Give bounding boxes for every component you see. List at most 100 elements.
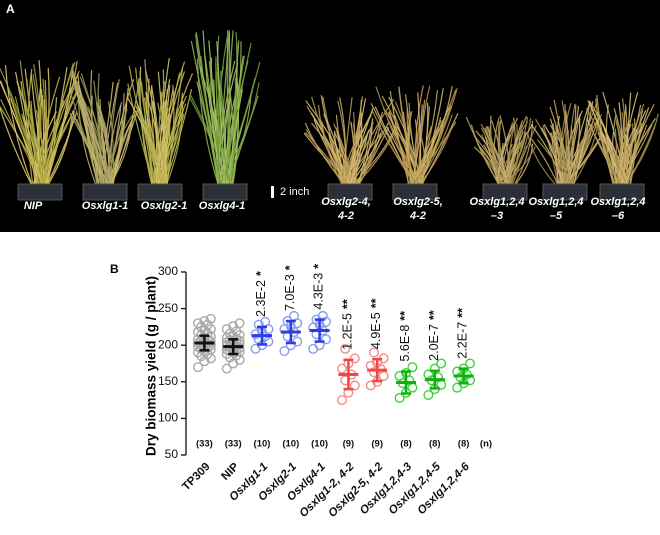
plants — [0, 30, 659, 201]
leaf — [163, 102, 176, 189]
p-value-text: 1.2E-5 — [341, 313, 355, 350]
leaf — [509, 122, 523, 189]
leaf — [229, 78, 237, 189]
leaf — [508, 120, 524, 189]
significance-stars: ** — [398, 311, 412, 321]
leaf — [497, 123, 515, 189]
plant-label: NIP — [24, 200, 43, 212]
leaf — [190, 40, 221, 189]
pot — [137, 183, 183, 201]
data-point — [337, 395, 348, 406]
scale-bar — [271, 186, 274, 198]
plant-label: Osxlg2-4, — [321, 196, 371, 208]
leaf — [145, 91, 154, 189]
pot — [599, 183, 645, 201]
panel-label: B — [110, 262, 119, 276]
leaf — [71, 110, 112, 189]
leaf — [507, 123, 516, 189]
leaf — [202, 30, 224, 189]
leaf — [15, 71, 37, 189]
p-value: 4.9E-5 ** — [369, 298, 383, 349]
leaf — [501, 131, 524, 189]
leaf — [353, 124, 382, 189]
data-point — [337, 363, 348, 374]
p-value-text: 5.6E-8 — [398, 325, 412, 362]
data-point — [423, 389, 434, 400]
p-value: 1.2E-5 ** — [341, 299, 355, 350]
data-point — [199, 316, 210, 327]
leaf — [629, 118, 636, 189]
leaf — [352, 133, 382, 189]
leaf — [560, 129, 569, 189]
n-label: (10) — [254, 439, 271, 450]
data-point — [221, 324, 232, 335]
leaf — [45, 117, 73, 189]
plant-label: –3 — [491, 210, 503, 222]
leaf — [339, 97, 347, 189]
leaf — [84, 102, 102, 189]
leaf — [419, 112, 459, 189]
pot — [542, 183, 588, 201]
p-value-text: 7.0E-3 — [283, 274, 297, 311]
leaf — [419, 85, 431, 189]
data-point — [192, 318, 203, 329]
scale-label: 2 inch — [280, 186, 309, 198]
n-label: (9) — [371, 439, 383, 450]
p-value: 7.0E-3 * — [283, 265, 297, 311]
significance-stars: ** — [369, 298, 383, 308]
p-value-text: 2.2E-7 — [456, 322, 470, 359]
leaf — [93, 80, 104, 189]
leaf — [228, 41, 232, 189]
leaf — [158, 113, 185, 189]
plant-label: Osxlg1,2,4 — [528, 196, 583, 208]
n-label: (10) — [311, 439, 328, 450]
x-tick-label: NIP — [219, 461, 241, 483]
leaf — [77, 73, 106, 189]
leaf — [71, 74, 99, 189]
n-label: (8) — [458, 439, 470, 450]
data-point — [349, 380, 360, 391]
significance-stars: * — [254, 271, 268, 276]
leaf — [164, 100, 184, 189]
data-point — [228, 321, 239, 332]
y-axis-label: Dry biomass yield (g / plant) — [144, 276, 159, 456]
p-value-text: 2.3E-2 — [254, 280, 268, 317]
leaf — [0, 106, 34, 189]
leaf — [83, 103, 114, 189]
p-value-text: 4.3E-3 — [312, 273, 326, 310]
leaf — [622, 113, 659, 189]
p-value: 5.6E-8 ** — [398, 311, 412, 362]
data-point — [205, 313, 216, 324]
leaf — [417, 86, 453, 189]
data-point — [221, 363, 232, 374]
p-value: 2.2E-7 ** — [456, 308, 470, 359]
leaf — [408, 111, 412, 189]
data-point — [340, 343, 351, 354]
plant-label: Osxlg1,2,4 — [590, 196, 645, 208]
plant-label: Osxlg1-1 — [82, 200, 128, 212]
leaf — [111, 120, 133, 189]
leaf — [24, 101, 45, 189]
leaf — [595, 98, 617, 189]
pot — [202, 183, 248, 201]
leaf — [215, 56, 233, 189]
leaf — [485, 126, 502, 189]
pot — [482, 183, 528, 201]
data-point — [349, 353, 360, 364]
leaf — [134, 110, 163, 189]
data-point — [263, 336, 274, 347]
data-point — [289, 310, 300, 321]
leaf — [589, 126, 622, 189]
x-tick-label: Osxlg1,2,4-6 — [415, 460, 472, 517]
significance-stars: * — [312, 264, 326, 269]
data-point — [321, 334, 332, 345]
leaf — [488, 126, 503, 189]
leaf — [217, 37, 228, 189]
leaf — [0, 79, 45, 189]
leaf — [4, 64, 34, 189]
data-point — [321, 316, 332, 327]
n-label: (9) — [343, 439, 355, 450]
leaf — [208, 40, 225, 189]
n-label: (33) — [225, 439, 242, 450]
leaf — [555, 115, 561, 189]
